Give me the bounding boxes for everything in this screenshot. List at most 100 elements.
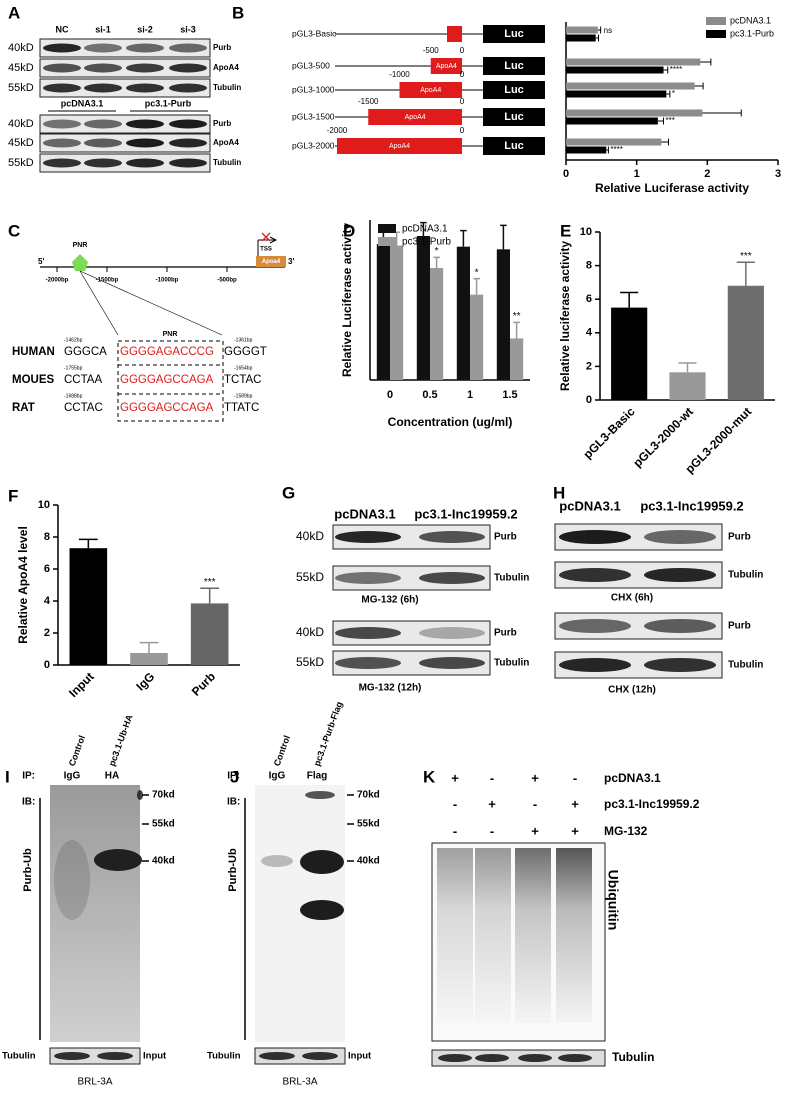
condition-sign: - [490, 770, 494, 785]
blot-band [169, 63, 207, 73]
position-label: -500 [423, 46, 440, 55]
sequence: TTATC [224, 402, 259, 414]
blot-band [261, 855, 293, 867]
bar [456, 246, 470, 380]
loading-note: Input [348, 1051, 372, 1062]
marker-label: 70kd [152, 790, 175, 801]
protein-label: Purb [494, 532, 517, 543]
blot-band [335, 657, 401, 669]
motif-sequence: GGGGAGCCAGA [120, 374, 214, 386]
blot-band [169, 119, 207, 129]
panel-letter: J [230, 767, 239, 786]
loading-strip [254, 1047, 346, 1065]
blot-band [335, 572, 401, 584]
panel-letter: E [560, 221, 571, 240]
blot [50, 785, 140, 1042]
blot-band [43, 138, 81, 148]
species-name: RAT [12, 402, 35, 414]
error-bar [433, 256, 440, 268]
pnr-marker [72, 254, 88, 271]
marker-label: 55kd [357, 819, 380, 830]
coordinate: -1361bp [234, 337, 253, 343]
x-tick-label: pGL3-2000-wt [630, 404, 696, 470]
significance: * [435, 246, 439, 257]
blot-band [43, 158, 81, 168]
condition-sign: - [453, 823, 457, 838]
promoter-box [430, 58, 462, 74]
position-label: -1000 [389, 70, 410, 79]
antibody-label: Purb-Ub [22, 848, 34, 892]
significance: *** [204, 577, 216, 588]
panel-letter: B [232, 3, 244, 22]
motif-sequence: GGGGAGACCCG [120, 346, 214, 358]
caption: MG-132 (12h) [359, 683, 422, 694]
protein-label: Purb [494, 628, 517, 639]
x-tick-label: 0 [563, 168, 569, 180]
error-bar [663, 66, 669, 74]
bar [430, 268, 444, 380]
size-label: 55kD [8, 157, 34, 169]
position-label: 0 [460, 46, 465, 55]
bar [470, 294, 484, 380]
size-label: 40kD [296, 529, 324, 543]
blot-band [335, 531, 401, 543]
line [79, 270, 223, 336]
condition-sign: - [533, 796, 537, 811]
antibody-label: Ubiquitin [605, 870, 621, 931]
cell-line: BRL-3A [77, 1077, 112, 1088]
cell-line: BRL-3A [282, 1077, 317, 1088]
position-label: -1500 [358, 97, 379, 106]
smear-lane [475, 848, 511, 1023]
blot-band [43, 63, 81, 73]
bar [390, 245, 404, 380]
x-tick-label: 3 [775, 168, 781, 180]
size-label: 55kD [8, 82, 34, 94]
column-label: pcDNA3.1 [334, 506, 395, 521]
error-bar [513, 321, 520, 339]
blot-band [300, 850, 344, 874]
legend-label: pcDNA3.1 [730, 15, 771, 25]
ip-lane: Flag [307, 771, 328, 782]
significance: ns [604, 26, 612, 35]
loading-label: Tubulin [2, 1051, 36, 1062]
significance: * [672, 89, 675, 98]
construct-name: pGL3-Basic [292, 28, 337, 38]
bar [190, 603, 229, 665]
luc-label: Luc [504, 28, 524, 40]
condition-label: pc3.1-Inc19959.2 [604, 797, 700, 811]
position-label: -2000bp [46, 278, 69, 284]
tss-arrow [269, 236, 278, 244]
box-label: ApoA4 [389, 143, 410, 150]
error-bar [657, 117, 665, 125]
bar [566, 146, 607, 154]
y-axis-label: Relative ApoA4 level [16, 526, 30, 644]
position-label: 0 [460, 97, 465, 106]
x-tick-label: pGL3-Basic [580, 404, 637, 461]
legend-swatch [706, 17, 726, 25]
protein-label: ApoA4 [213, 138, 239, 147]
legend-label: pcDNA3.1 [402, 224, 448, 235]
luc-box [483, 57, 545, 75]
panel-letter: H [553, 483, 565, 502]
panel-letter: C [8, 221, 20, 240]
condition-sign: + [488, 796, 496, 811]
x-tick-label: 1.5 [502, 389, 517, 401]
y-tick-label: 0 [44, 659, 50, 671]
ib-label: IB: [227, 797, 240, 808]
bar [376, 244, 390, 380]
error-bar [420, 221, 427, 236]
blot-band [137, 790, 143, 800]
protein-label: Purb [728, 532, 751, 543]
ip-label: IP: [22, 771, 35, 782]
size-label: 45kD [8, 137, 34, 149]
loading-strip [49, 1047, 141, 1065]
error-bar [666, 90, 671, 98]
marker-label: 40kd [152, 856, 175, 867]
blot-band [43, 83, 81, 93]
blot-band [558, 1054, 592, 1062]
legend-swatch [706, 30, 726, 38]
significance: **** [670, 65, 682, 74]
error-bar [678, 362, 697, 373]
construct-name: pGL3-500 [292, 60, 330, 70]
protein-label: Tubulin [728, 660, 763, 671]
